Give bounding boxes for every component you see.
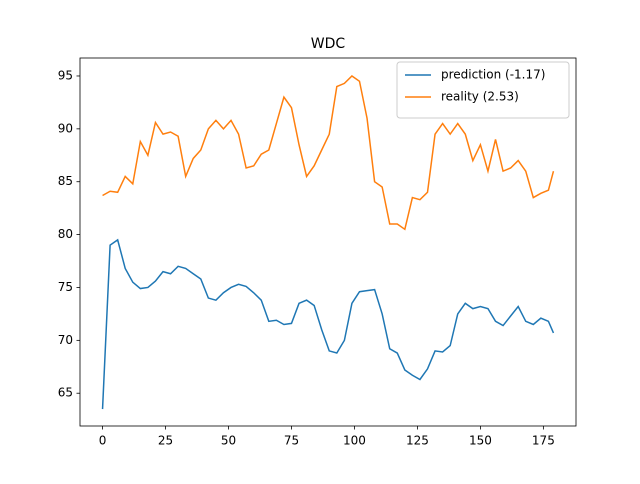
legend-label: reality (2.53)	[441, 90, 519, 104]
y-tick-label: 95	[58, 68, 73, 82]
y-tick-label: 80	[58, 227, 73, 241]
chart-title: WDC	[311, 36, 346, 52]
line-series	[102, 75, 555, 231]
plot-frame	[79, 57, 577, 427]
x-tick-label: 50	[221, 434, 236, 448]
y-tick-label: 70	[58, 333, 73, 347]
line-series	[101, 238, 555, 410]
x-tick-label: 100	[343, 434, 366, 448]
x-tick-label: 150	[469, 434, 492, 448]
x-tick-label: 125	[406, 434, 429, 448]
legend-box	[396, 61, 570, 119]
y-tick-label: 85	[58, 174, 73, 188]
x-tick-label: 175	[532, 434, 555, 448]
x-tick-label: 75	[284, 434, 299, 448]
x-tick-label: 25	[158, 434, 173, 448]
y-tick-label: 90	[58, 121, 73, 135]
legend-label: prediction (-1.17)	[441, 68, 545, 82]
x-tick-label: 0	[99, 434, 107, 448]
y-tick-label: 75	[58, 280, 73, 294]
y-tick-label: 65	[58, 386, 73, 400]
